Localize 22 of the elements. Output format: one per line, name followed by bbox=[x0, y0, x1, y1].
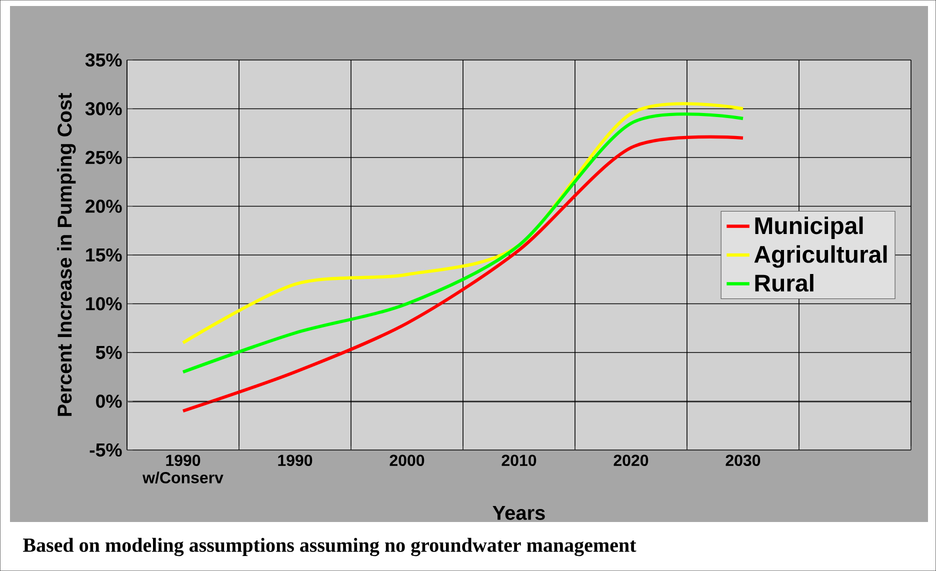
x-tick-label: 1990 bbox=[278, 454, 312, 466]
y-axis-title: Percent Increase in Pumping Cost bbox=[57, 92, 76, 416]
y-tick-label: 15% bbox=[86, 248, 122, 262]
y-tick-label: 25% bbox=[86, 150, 122, 164]
line-series bbox=[181, 135, 745, 413]
y-tick-label: 0% bbox=[96, 394, 122, 408]
x-tick-label: 2030 bbox=[726, 454, 760, 466]
x-tick-label: 2000 bbox=[390, 454, 424, 466]
y-tick-label: 5% bbox=[96, 346, 122, 360]
legend-label: Agricultural bbox=[754, 245, 887, 268]
y-tick-label: -5% bbox=[90, 443, 122, 457]
y-tick-label: 10% bbox=[86, 297, 122, 310]
y-tick-label: 35% bbox=[85, 53, 122, 67]
y-tick-label: 20% bbox=[86, 200, 122, 213]
text: Based on modeling assumptions assuming no groundwater management bbox=[23, 538, 636, 556]
x-tick-label: 2020 bbox=[614, 454, 648, 466]
legend-label: Municipal bbox=[755, 216, 863, 239]
y-tick-label: 30% bbox=[85, 102, 122, 116]
legend-label: Rural bbox=[755, 274, 814, 292]
x-tick-label: 2010 bbox=[502, 454, 536, 466]
x-tick-label: 1990 w/Conserv bbox=[142, 454, 224, 484]
x-axis-title: Years bbox=[492, 506, 545, 520]
